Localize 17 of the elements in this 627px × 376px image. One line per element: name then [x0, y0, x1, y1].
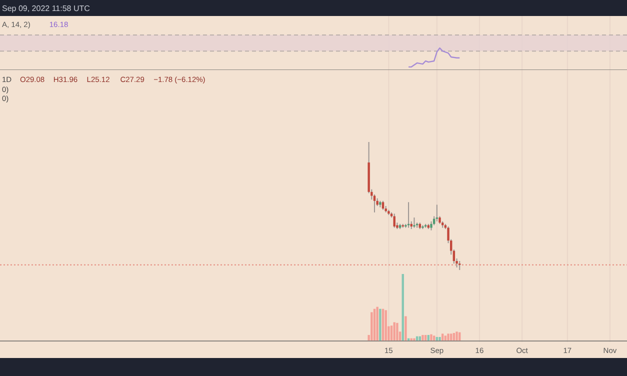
- bar: [430, 334, 432, 341]
- text: Sep 09, 2022 11:58 UTC: [2, 4, 90, 13]
- bar: [447, 334, 450, 341]
- bar: [384, 310, 387, 341]
- bar: [396, 322, 398, 341]
- bar: [379, 308, 382, 341]
- bar: [370, 312, 373, 341]
- bar: [393, 322, 396, 341]
- bar: [376, 306, 378, 341]
- candlestick: [413, 217, 416, 228]
- candlestick: [393, 213, 396, 228]
- bar: [422, 334, 424, 341]
- bar: [456, 332, 458, 341]
- bar: [402, 274, 404, 341]
- candlestick: [436, 204, 438, 222]
- bar: [404, 316, 407, 341]
- bar: [438, 336, 441, 341]
